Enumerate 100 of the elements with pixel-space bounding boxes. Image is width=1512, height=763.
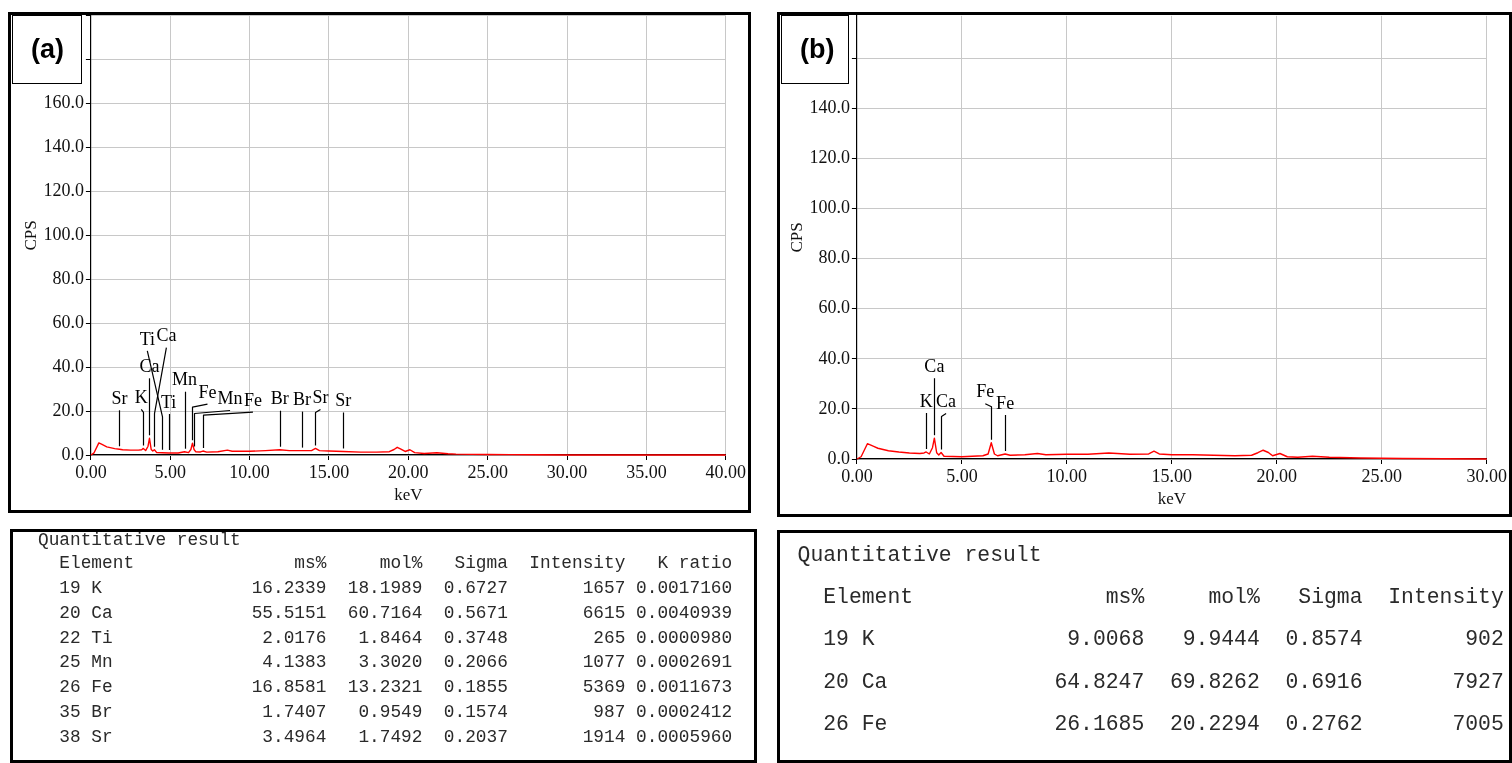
text: 0.0017160	[636, 578, 733, 599]
category-label: 20 Ca	[823, 669, 888, 694]
text: 0.2037	[443, 726, 508, 747]
category-label: Sigma	[454, 553, 508, 574]
category-label: 26 Fe	[59, 677, 113, 698]
text: 1657	[582, 578, 626, 599]
annotation: Ca	[936, 391, 957, 412]
text: 4.1383	[262, 652, 327, 673]
x-axis-title: keV	[1157, 489, 1187, 509]
annotation: Br	[270, 388, 289, 409]
text: 20.2294	[1169, 712, 1260, 737]
annotation: Mn	[172, 369, 198, 390]
text: 9.9444	[1182, 627, 1260, 652]
x-tick-label: 30.00	[546, 461, 588, 482]
y-tick-label: 160.0	[43, 92, 84, 113]
x-tick-label: 5.00	[154, 461, 187, 482]
y-axis-title: CPS	[20, 220, 40, 251]
text: 5369	[582, 677, 626, 698]
category-label: Intensity	[1388, 585, 1504, 610]
text: 55.5151	[251, 602, 327, 623]
category-label: mol%	[1208, 585, 1260, 610]
text: 1.7492	[358, 726, 423, 747]
text: 60.7164	[347, 602, 423, 623]
text: 0.0002412	[636, 701, 733, 722]
text: 1914	[582, 726, 626, 747]
text: 0.0000980	[636, 627, 733, 648]
category-label: Intensity	[529, 553, 626, 574]
text: 16.8581	[251, 677, 327, 698]
text: 1077	[582, 652, 626, 673]
text: 0.6727	[443, 578, 508, 599]
x-tick-label: 35.00	[626, 461, 667, 482]
text: 987	[593, 701, 626, 722]
x-tick-label: 15.00	[308, 461, 350, 482]
text: 9.0068	[1067, 627, 1145, 652]
category-label: mol%	[379, 553, 423, 574]
category-label: Sigma	[1298, 585, 1363, 610]
text: 16.2339	[251, 578, 327, 599]
annotation: K	[134, 387, 148, 408]
text: (a)	[31, 34, 64, 65]
category-label: 25 Mn	[59, 652, 113, 673]
x-tick-label: 0.00	[75, 461, 107, 482]
y-tick-label: 60.0	[818, 297, 850, 318]
text: Quantitative result	[797, 542, 1042, 567]
text: 0.2066	[443, 652, 508, 673]
y-tick-label: 60.0	[52, 311, 84, 332]
text: 2.0176	[262, 627, 327, 648]
y-tick-label: 80.0	[52, 268, 84, 289]
text: 265	[593, 627, 626, 648]
text: Element	[59, 553, 135, 574]
text: 7005	[1452, 712, 1504, 737]
y-tick-label: 0.0	[827, 447, 850, 468]
text: 0.9549	[358, 701, 423, 722]
category-label: 20 Ca	[59, 602, 113, 623]
x-axis-title: keV	[394, 485, 424, 505]
category-label: 26 Fe	[823, 712, 888, 737]
text: 0.1574	[443, 701, 508, 722]
text: 902	[1465, 627, 1504, 652]
text: 1.8464	[358, 627, 423, 648]
category-label: 19 K	[823, 627, 875, 652]
text: 18.1989	[347, 578, 423, 599]
text: 0.0040939	[636, 602, 733, 623]
x-tick-label: 25.00	[467, 461, 508, 482]
text: 64.8247	[1054, 669, 1145, 694]
annotation: K	[919, 390, 933, 411]
y-tick-label: 120.0	[809, 147, 850, 168]
annotation: Fe	[996, 392, 1015, 413]
text: 26.1685	[1054, 712, 1145, 737]
x-tick-label: 30.00	[1466, 465, 1507, 486]
text: (b)	[800, 34, 835, 65]
text: 3.4964	[262, 726, 327, 747]
y-tick-label: 0.0	[61, 443, 84, 464]
x-tick-label: 40.00	[705, 461, 746, 482]
y-tick-label: 100.0	[43, 224, 84, 245]
category-label: K ratio	[657, 553, 733, 574]
text: 0.1855	[443, 677, 508, 698]
text: 1.7407	[262, 701, 327, 722]
x-tick-label: 25.00	[1361, 465, 1403, 486]
text: Quantitative result	[38, 530, 241, 551]
annotation: Sr	[312, 387, 329, 408]
text: 0.0002691	[636, 652, 733, 673]
text: 0.3748	[443, 627, 508, 648]
annotation: Sr	[111, 388, 128, 409]
y-tick-label: 100.0	[809, 197, 850, 218]
text: 0.2762	[1285, 712, 1363, 737]
annotation: Mn	[217, 388, 243, 409]
text: Element	[823, 585, 914, 610]
y-tick-label: 20.0	[818, 397, 850, 418]
annotation: Ca	[156, 325, 177, 346]
x-tick-label: 20.00	[388, 461, 429, 482]
x-tick-label: 10.00	[1046, 465, 1088, 486]
annotation: Ca	[924, 355, 945, 376]
text: 7927	[1452, 669, 1504, 694]
category-label: 22 Ti	[59, 627, 113, 648]
x-tick-label: 5.00	[946, 465, 978, 486]
annotation: Ti	[139, 328, 156, 349]
y-tick-label: 40.0	[818, 347, 850, 368]
y-axis-title: CPS	[786, 222, 806, 253]
x-tick-label: 20.00	[1256, 465, 1298, 486]
y-tick-label: 20.0	[52, 399, 84, 420]
text: 0.8574	[1285, 627, 1363, 652]
